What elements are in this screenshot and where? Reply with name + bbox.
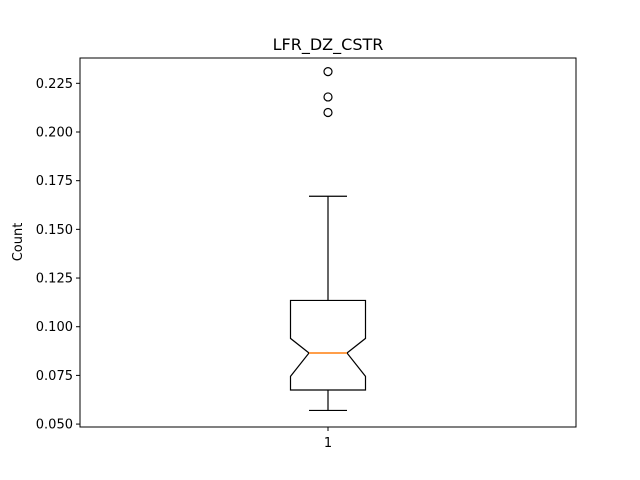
outlier-point [323,107,333,118]
box-body [289,299,367,391]
x-tick-label: 1 [324,436,332,451]
y-axis-label: Count [11,223,26,262]
outlier-point [323,92,333,102]
y-axis: 0.050 0.075 0.100 0.125 0.150 0.175 0.200 0.225 [36,77,80,433]
boxplot-series [289,67,367,412]
y-tick-label: 0.100 [36,320,73,335]
y-tick-label: 0.050 [36,418,73,433]
y-tick-label: 0.075 [36,369,73,384]
y-tick-label: 0.150 [36,223,73,238]
plot-frame [79,57,577,428]
y-tick-label: 0.225 [36,77,73,92]
y-tick-label: 0.200 [36,125,73,140]
y-tick-label: 0.125 [36,272,73,287]
y-tick-label: 0.175 [36,174,73,189]
outlier-point [323,67,333,77]
x-axis: 1 [324,427,332,451]
chart-title: LFR_DZ_CSTR [273,35,384,55]
